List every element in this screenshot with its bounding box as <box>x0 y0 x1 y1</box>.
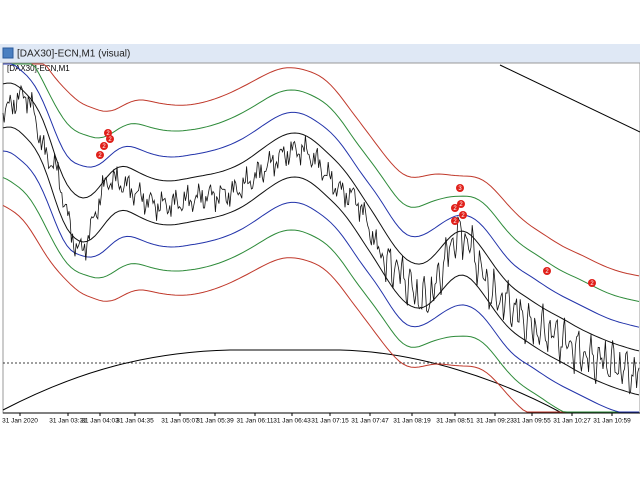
x-tick-label: 31 Jan 04:35 <box>116 418 154 425</box>
band-line <box>3 63 640 277</box>
band-line <box>3 63 640 328</box>
signal-label: 2 <box>102 144 106 150</box>
x-tick-label: 31 Jan 07:15 <box>311 418 349 425</box>
window-title: [DAX30]-ECN,M1 (visual) <box>17 49 130 60</box>
chart-area <box>2 62 640 414</box>
x-tick-label: 31 Jan 08:19 <box>393 418 431 425</box>
signal-label: 2 <box>453 219 457 225</box>
signal-label: 2 <box>106 131 110 137</box>
signal-label: 2 <box>590 281 594 287</box>
signal-marker <box>100 142 108 150</box>
x-tick-label: 31 Jan 09:23 <box>476 418 514 425</box>
title-bar <box>0 44 640 63</box>
signal-marker <box>457 200 465 208</box>
x-tick-label: 31 Jan 10:27 <box>553 418 591 425</box>
lower-curve <box>2 349 561 413</box>
signal-marker <box>456 184 464 192</box>
x-tick-label: 31 Jan 07:47 <box>351 418 389 425</box>
x-tick-label: 31 Jan 06:11 <box>236 418 273 425</box>
signal-marker <box>588 279 596 287</box>
band-line <box>2 150 639 413</box>
band-line <box>2 177 639 413</box>
signal-label: 2 <box>108 137 112 143</box>
signal-marker <box>106 135 114 143</box>
signal-marker <box>96 151 104 159</box>
x-tick-label: 31 Jan 08:51 <box>436 418 474 425</box>
signal-label: 2 <box>98 153 102 159</box>
signal-label: 2 <box>545 269 549 275</box>
window-icon <box>2 47 14 59</box>
signal-marker <box>451 204 459 212</box>
band-line <box>2 126 640 396</box>
price-line <box>2 84 640 395</box>
band-line <box>2 204 639 413</box>
x-tick-label: 31 Jan 05:07 <box>161 418 199 425</box>
signal-label: 2 <box>453 206 457 212</box>
x-tick-label: 31 Jan 2020 <box>2 418 38 425</box>
trend-line <box>499 64 640 133</box>
x-tick-label: 31 Jan 10:59 <box>593 418 631 425</box>
signal-label: 2 <box>461 213 465 219</box>
signal-marker <box>459 211 467 219</box>
x-tick-label: 31 Jan 06:43 <box>273 418 311 425</box>
x-tick-label: 31 Jan 05:39 <box>196 418 234 425</box>
chart-label: [DAX30]-ECN,M1 <box>7 64 70 73</box>
x-tick-label: 31 Jan 09:55 <box>513 418 551 425</box>
signal-marker <box>543 267 551 275</box>
x-tick-label: 31 Jan 03:31 <box>49 418 87 425</box>
signal-label: 3 <box>458 186 462 192</box>
signal-label: 2 <box>459 202 463 208</box>
signal-marker <box>451 217 459 225</box>
x-tick-label: 31 Jan 04:03 <box>81 418 119 425</box>
band-line <box>2 82 640 352</box>
